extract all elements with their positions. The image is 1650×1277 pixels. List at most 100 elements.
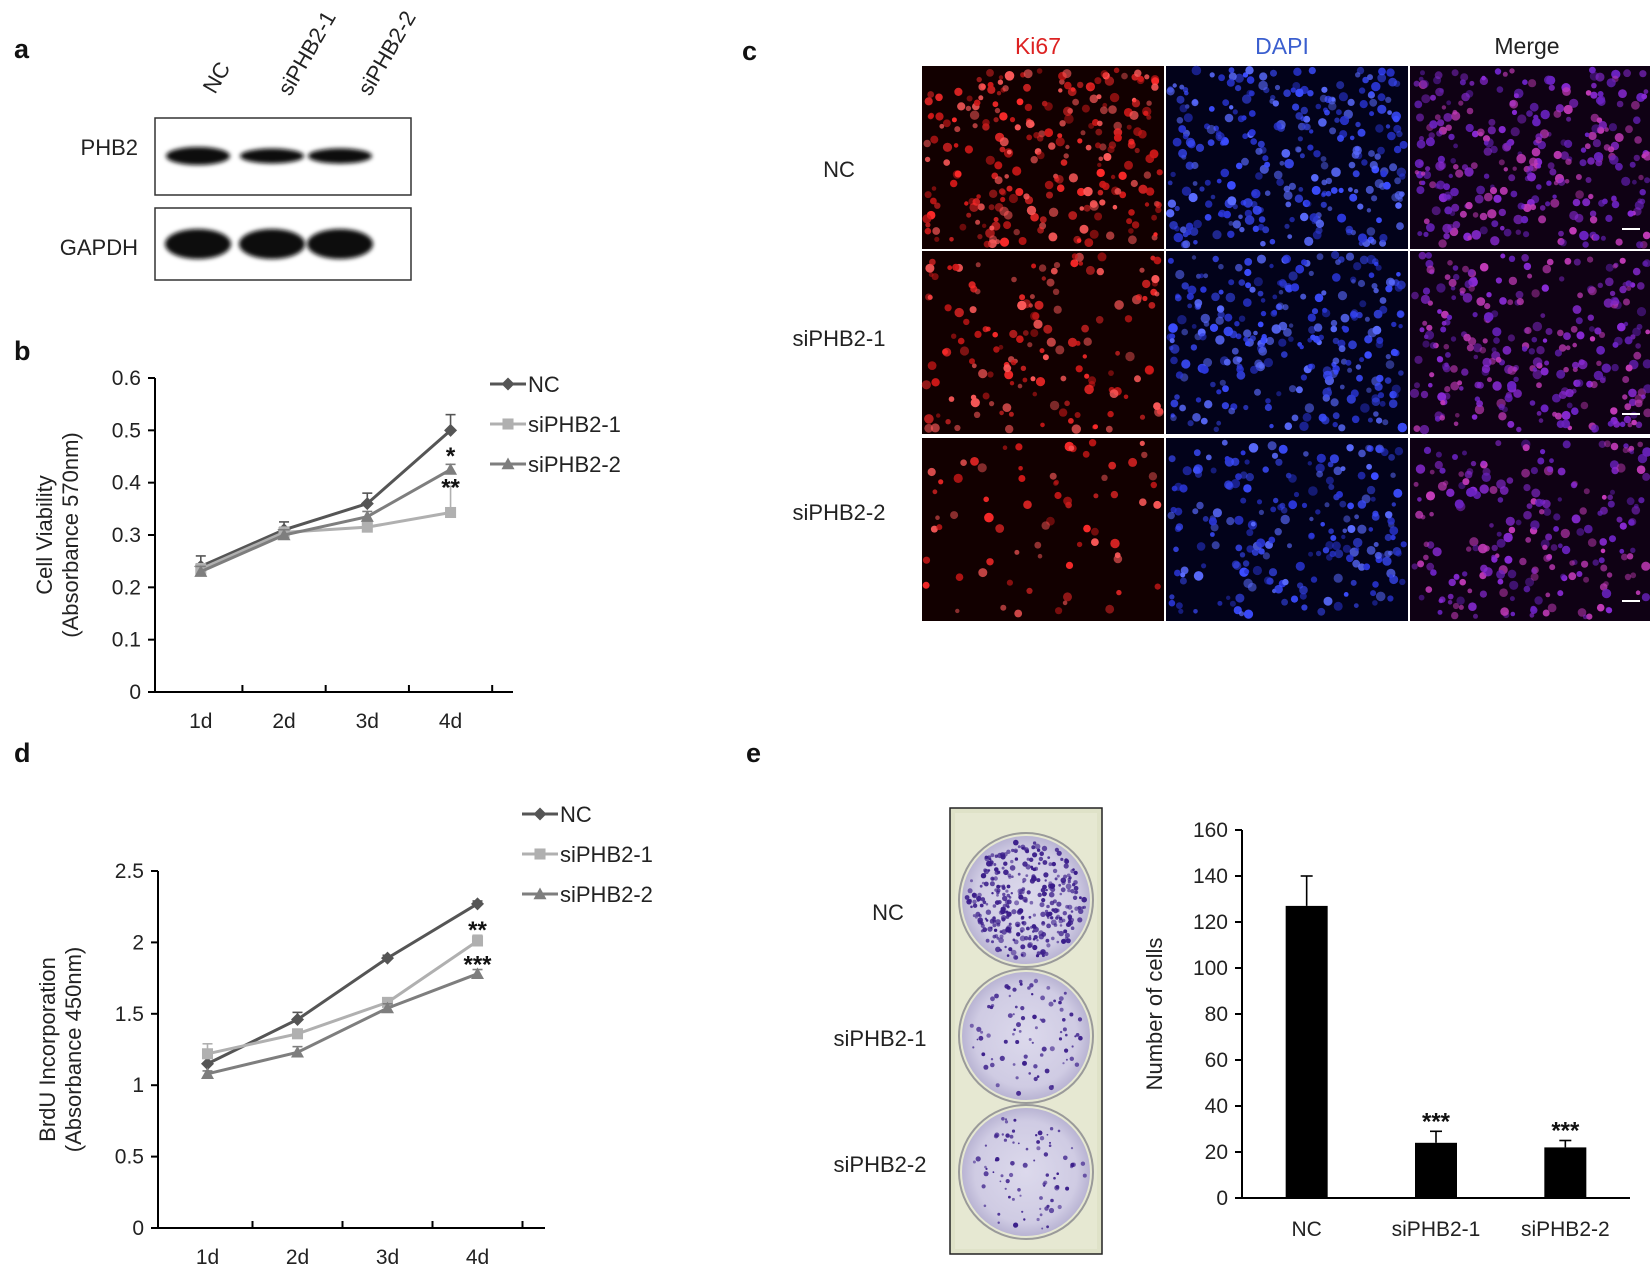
cell-nucleus	[1274, 584, 1283, 594]
cell-nucleus	[1368, 272, 1375, 279]
cell-nucleus	[1565, 345, 1571, 351]
cell-nucleus	[959, 223, 967, 231]
cell-nucleus	[1168, 323, 1178, 333]
cell-nucleus	[1418, 251, 1427, 260]
cell-nucleus	[1258, 216, 1266, 223]
cell-nucleus	[1185, 229, 1192, 236]
colony	[1007, 1013, 1013, 1018]
cell-nucleus	[1268, 568, 1278, 577]
cell-nucleus	[1366, 227, 1376, 236]
cell-nucleus	[1261, 333, 1267, 340]
cell-nucleus	[1218, 263, 1224, 270]
series-nc	[194, 413, 458, 573]
cell-nucleus	[970, 394, 977, 400]
cell-nucleus	[1308, 363, 1316, 370]
cell-nucleus	[976, 76, 982, 83]
cell-nucleus	[1055, 345, 1065, 355]
data-point-siphb2-2-2d	[291, 1045, 304, 1058]
cell-nucleus	[1312, 230, 1322, 240]
cell-nucleus	[1366, 445, 1374, 452]
colony	[1033, 1064, 1038, 1069]
cell-nucleus	[1582, 198, 1591, 207]
cell-nucleus	[943, 119, 951, 128]
cell-nucleus	[1617, 322, 1626, 332]
colony	[1082, 1173, 1087, 1178]
colony	[995, 1083, 1000, 1088]
channel-label-merge: Merge	[1494, 33, 1559, 59]
cell-nucleus	[1393, 124, 1402, 133]
cell-nucleus	[1174, 507, 1183, 516]
cell-nucleus	[924, 191, 932, 199]
cell-nucleus	[969, 110, 980, 120]
colony	[999, 885, 1003, 888]
cell-nucleus	[1166, 209, 1175, 218]
cell-nucleus	[1384, 533, 1392, 542]
cell-nucleus	[1248, 90, 1255, 97]
cell-nucleus	[1484, 192, 1493, 202]
cell-nucleus	[923, 139, 931, 148]
cell-nucleus	[1108, 461, 1117, 470]
cell-nucleus	[1607, 420, 1614, 427]
cell-nucleus	[1239, 226, 1245, 233]
cell-nucleus	[1365, 185, 1374, 194]
cell-nucleus	[1443, 392, 1451, 400]
colony	[1011, 909, 1017, 915]
colony	[1066, 873, 1071, 878]
cell-nucleus	[1009, 117, 1016, 123]
cell-nucleus	[1323, 370, 1333, 381]
cell-nucleus	[1329, 550, 1336, 558]
cell-nucleus	[1610, 296, 1619, 305]
cell-nucleus	[1332, 357, 1340, 365]
cell-nucleus	[1562, 440, 1571, 449]
cell-nucleus	[1192, 181, 1198, 186]
cell-nucleus	[1031, 263, 1037, 269]
colony	[1019, 1194, 1022, 1197]
cell-nucleus	[1634, 136, 1642, 144]
cell-nucleus	[1088, 439, 1097, 447]
legend-marker-nc	[533, 807, 547, 821]
colony	[1012, 1032, 1015, 1036]
cell-nucleus	[1245, 66, 1254, 75]
cell-nucleus	[1490, 145, 1498, 154]
cell-nucleus	[1628, 388, 1637, 398]
cell-nucleus	[1416, 113, 1424, 122]
colony	[994, 867, 999, 872]
cell-nucleus	[1529, 612, 1535, 618]
cell-nucleus	[1437, 392, 1447, 402]
cell-nucleus	[1618, 89, 1627, 98]
cell-nucleus	[1235, 593, 1245, 603]
cell-nucleus	[1366, 208, 1372, 213]
cell-nucleus	[1589, 66, 1596, 74]
colony	[1057, 1204, 1062, 1210]
cell-nucleus	[994, 176, 1003, 185]
cell-nucleus	[1064, 400, 1070, 407]
cell-nucleus	[1545, 533, 1553, 541]
cell-nucleus	[1199, 273, 1204, 279]
cell-nucleus	[1268, 536, 1276, 544]
cell-nucleus	[1208, 106, 1215, 112]
colony	[1022, 1062, 1025, 1065]
cell-nucleus	[1474, 404, 1485, 415]
cell-nucleus	[1583, 488, 1590, 495]
cell-nucleus	[1010, 359, 1017, 366]
cell-nucleus	[1513, 376, 1519, 382]
colony	[1007, 873, 1012, 878]
cell-nucleus	[1479, 76, 1489, 86]
cell-nucleus	[1391, 193, 1400, 202]
cell-nucleus	[1229, 105, 1234, 110]
cell-nucleus	[1238, 214, 1243, 220]
cell-nucleus	[1366, 546, 1376, 555]
cell-nucleus	[1091, 527, 1099, 536]
cell-nucleus	[1054, 491, 1062, 500]
cell-nucleus	[1204, 214, 1212, 221]
cell-nucleus	[1002, 403, 1012, 412]
cell-nucleus	[1637, 441, 1643, 448]
cell-nucleus	[1089, 94, 1099, 104]
blot-band-phb2-siphb2-2	[308, 148, 372, 164]
cell-nucleus	[1095, 142, 1101, 149]
cell-nucleus	[1616, 463, 1626, 473]
colony	[990, 1058, 994, 1061]
colony	[1063, 929, 1068, 934]
colony	[983, 881, 989, 887]
colony	[1025, 874, 1029, 877]
